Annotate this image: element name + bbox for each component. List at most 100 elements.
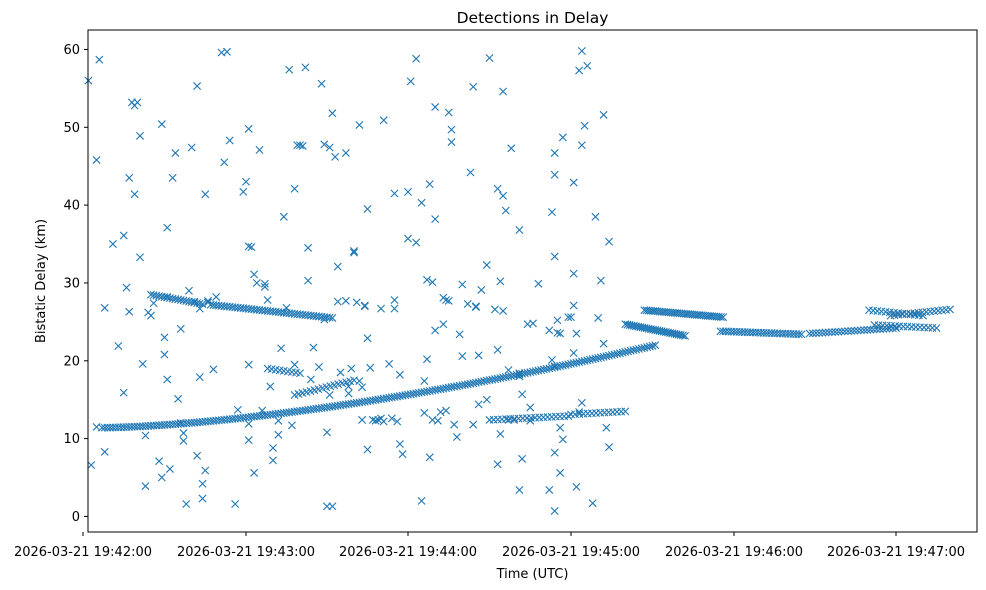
- detection-point: [125, 307, 134, 316]
- detection-point: [190, 297, 199, 306]
- track-point: [824, 328, 833, 337]
- detection-point: [366, 363, 375, 372]
- detection-point: [125, 173, 134, 182]
- detection-point: [263, 296, 272, 305]
- detection-point: [317, 79, 326, 88]
- detection-point: [141, 431, 150, 440]
- detection-point: [417, 198, 426, 207]
- detection-point: [352, 298, 361, 307]
- detection-point: [556, 423, 565, 432]
- detection-point: [136, 131, 145, 140]
- detection-point: [323, 428, 331, 437]
- detection-point: [274, 416, 283, 425]
- detection-point: [222, 47, 231, 56]
- track-point: [828, 328, 836, 337]
- x-tick-label: 2026-03-21 19:42:00: [14, 545, 152, 560]
- track-point: [850, 326, 859, 335]
- track-point: [719, 313, 728, 322]
- detection-point: [304, 276, 313, 285]
- track-point: [621, 407, 630, 416]
- detection-point: [390, 189, 399, 198]
- detection-point: [412, 54, 421, 63]
- detection-point: [95, 55, 104, 64]
- detection-point: [455, 330, 464, 339]
- detection-point: [160, 350, 169, 359]
- detection-point: [220, 158, 229, 167]
- detection-point: [379, 417, 388, 426]
- detection-point: [203, 296, 212, 305]
- detection-point: [471, 302, 480, 311]
- detection-point: [138, 359, 147, 368]
- detection-point: [526, 403, 535, 412]
- detection-point: [515, 485, 524, 494]
- y-axis-label: Bistatic Delay (km): [34, 219, 49, 343]
- detection-point: [298, 141, 307, 150]
- track-point: [831, 327, 840, 336]
- detection-point: [577, 141, 586, 150]
- detection-point: [165, 464, 174, 473]
- detection-point: [341, 148, 350, 157]
- x-axis-label: Time (UTC): [496, 567, 569, 582]
- detection-point: [450, 420, 459, 429]
- detection-point: [469, 420, 478, 429]
- detection-point: [596, 276, 605, 285]
- detection-point: [195, 304, 204, 313]
- detection-point: [122, 283, 131, 292]
- track-point: [794, 330, 803, 339]
- track-point: [325, 313, 334, 322]
- detection-point: [509, 415, 518, 424]
- detection-point: [341, 296, 350, 305]
- detection-point: [599, 339, 608, 348]
- track-point: [932, 324, 941, 333]
- detection-point: [255, 145, 264, 154]
- detection-point: [163, 223, 172, 232]
- detection-point: [499, 306, 508, 315]
- track-point: [856, 326, 865, 335]
- detection-point: [385, 359, 394, 368]
- detection-point: [431, 326, 440, 335]
- detection-point: [550, 362, 559, 371]
- detection-point: [395, 370, 404, 379]
- track-point: [198, 299, 207, 308]
- detection-point: [528, 319, 537, 328]
- detection-point: [309, 343, 318, 352]
- detection-point: [198, 494, 207, 503]
- detection-point: [274, 430, 283, 439]
- detection-point: [328, 109, 337, 118]
- detection-point: [406, 77, 415, 86]
- detection-point: [393, 417, 402, 426]
- detection-point: [360, 301, 369, 310]
- detection-point: [141, 482, 150, 491]
- detection-point: [447, 125, 456, 134]
- detection-point: [184, 286, 193, 295]
- detection-point: [482, 261, 491, 270]
- track-point: [821, 328, 830, 337]
- detection-point: [355, 120, 364, 129]
- detection-point: [390, 304, 399, 313]
- detection-point: [515, 226, 524, 235]
- detection-point: [398, 450, 407, 459]
- x-tick-label: 2026-03-21 19:47:00: [827, 545, 965, 560]
- track-point: [815, 328, 824, 337]
- detection-point: [355, 377, 364, 385]
- detection-point: [225, 136, 234, 145]
- detection-point: [515, 369, 524, 378]
- detection-point: [485, 54, 494, 63]
- detection-point: [344, 389, 353, 398]
- track-point: [651, 341, 660, 350]
- detection-point: [501, 206, 510, 215]
- detection-point: [279, 212, 288, 221]
- detection-point: [569, 349, 578, 357]
- detection-point: [493, 460, 502, 469]
- detection-point: [231, 499, 240, 508]
- detection-point: [360, 302, 369, 311]
- y-tick-label: 0: [72, 510, 80, 525]
- detection-point: [130, 190, 139, 199]
- track-point: [681, 331, 690, 340]
- detection-point: [412, 238, 421, 247]
- detection-point: [233, 405, 242, 414]
- detection-point: [602, 423, 611, 432]
- detection-point: [558, 133, 567, 142]
- detection-point: [594, 313, 603, 322]
- detection-point: [471, 303, 480, 312]
